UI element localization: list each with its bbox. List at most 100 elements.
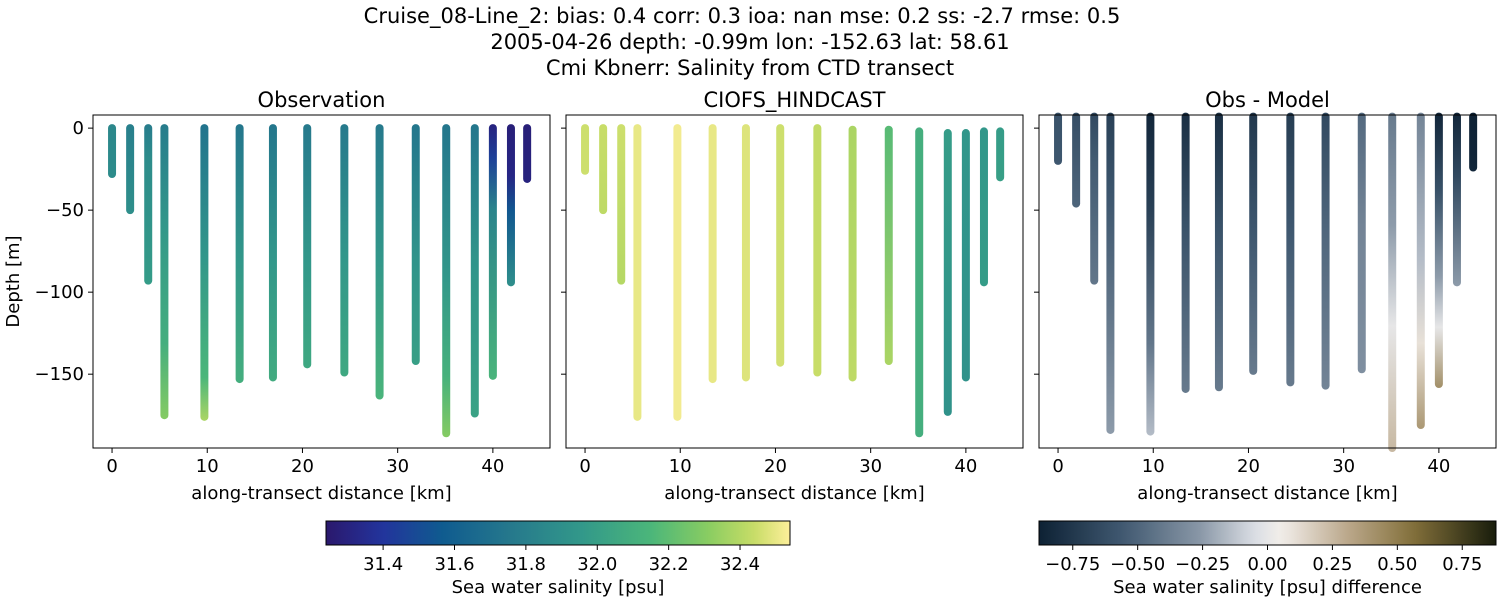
colorbar-tick-label: 31.4 <box>363 554 403 575</box>
profile-bar <box>1416 112 1425 430</box>
colorbar-tick-label: 31.6 <box>434 554 474 575</box>
x-tick-label: 10 <box>669 456 692 477</box>
colorbar-tick-label: 32.4 <box>720 554 760 575</box>
colorbar-tick-label: 32.0 <box>577 554 617 575</box>
model-x-axis-label: along-transect distance [km] <box>664 483 924 504</box>
difference-colorbar: −0.75 −0.50 −0.25 0.00 0.25 0.50 0.75 Sea wate… <box>1038 520 1497 598</box>
profile-bar <box>617 124 626 285</box>
suptitle-line-1: Cruise_08-Line_2: bias: 0.4 corr: 0.3 io… <box>364 4 1121 29</box>
colorbar-tick-label: 32.2 <box>649 554 689 575</box>
observation-axes-frame <box>92 114 551 449</box>
profile-bar <box>741 124 750 382</box>
x-tick-label: 40 <box>481 456 504 477</box>
panel-observation: 0 10 20 30 40 0 −50 −100 −150 Observation along… <box>3 88 551 504</box>
profile-bar <box>996 127 1005 182</box>
model-y-ticks <box>561 127 566 375</box>
colorbar-tick-label: 0.75 <box>1442 554 1482 575</box>
profile-bar <box>1181 112 1190 393</box>
difference-profiles <box>1054 112 1478 453</box>
suptitle-line-3: Cmi Kbnerr: Salinity from CTD transect <box>546 56 954 80</box>
observation-title: Observation <box>258 88 386 112</box>
colorbar-tick-label: 0.00 <box>1247 554 1287 575</box>
profile-bar <box>943 129 952 416</box>
profile-bar <box>1249 112 1258 375</box>
difference-colorbar-label: Sea water salinity [psu] difference <box>1113 577 1422 598</box>
profile-bar <box>1146 112 1155 436</box>
observation-y-axis-label: Depth [m] <box>3 235 24 327</box>
profile-bar <box>411 124 420 366</box>
difference-colorbar-gradient <box>1039 521 1496 545</box>
profile-bar <box>488 124 497 380</box>
profile-bar <box>1452 112 1461 287</box>
salinity-colorbar-ticks: 31.4 31.6 31.8 32.0 32.2 32.4 <box>363 545 760 575</box>
profile-bar <box>599 124 608 215</box>
profile-bar <box>442 124 451 438</box>
colorbar-tick-label: −0.25 <box>1175 554 1230 575</box>
suptitle: Cruise_08-Line_2: bias: 0.4 corr: 0.3 io… <box>364 4 1121 80</box>
x-tick-label: 40 <box>1427 456 1450 477</box>
profile-bar <box>961 129 970 382</box>
colorbar-tick-label: −0.50 <box>1110 554 1165 575</box>
colorbar-tick-label: −0.75 <box>1045 554 1100 575</box>
profile-bar <box>108 124 117 179</box>
observation-y-ticks: 0 −50 −100 −150 <box>35 118 93 385</box>
profile-bar <box>633 124 642 421</box>
colorbar-tick-label: 0.25 <box>1312 554 1352 575</box>
x-tick-label: 0 <box>106 456 117 477</box>
x-tick-label: 30 <box>386 456 409 477</box>
profile-bar <box>200 124 209 421</box>
x-tick-label: 20 <box>291 456 314 477</box>
difference-title: Obs - Model <box>1205 88 1330 112</box>
profile-bar <box>268 124 277 382</box>
observation-profiles <box>108 124 532 438</box>
panel-difference: 0 10 20 30 40 Obs - Model along-transect dis… <box>1034 88 1497 504</box>
y-tick-label: 0 <box>73 118 84 139</box>
profile-bar <box>340 124 349 377</box>
profile-bar <box>1072 112 1081 208</box>
colorbar-tick-label: 0.50 <box>1377 554 1417 575</box>
y-tick-label: −150 <box>35 364 84 385</box>
difference-axes-frame <box>1038 114 1497 449</box>
observation-x-axis-label: along-transect distance [km] <box>191 483 451 504</box>
difference-x-ticks: 0 10 20 30 40 <box>1052 448 1450 477</box>
profile-bar <box>673 124 682 421</box>
profile-bar <box>848 125 857 382</box>
salinity-colorbar-frame <box>325 520 791 546</box>
profile-bar <box>1388 112 1397 453</box>
profile-bar <box>915 127 924 438</box>
profile-bar <box>126 124 135 215</box>
x-tick-label: 20 <box>764 456 787 477</box>
difference-y-ticks <box>1034 127 1039 375</box>
difference-colorbar-ticks: −0.75 −0.50 −0.25 0.00 0.25 0.50 0.75 <box>1045 545 1482 575</box>
profile-bar <box>1054 112 1063 165</box>
profile-bar <box>1286 112 1295 387</box>
x-tick-label: 30 <box>859 456 882 477</box>
profile-bar <box>813 124 822 377</box>
profile-bar <box>1106 112 1115 434</box>
x-tick-label: 20 <box>1237 456 1260 477</box>
salinity-colorbar-gradient <box>326 521 790 545</box>
x-tick-label: 0 <box>579 456 590 477</box>
profile-bar <box>235 124 244 384</box>
panel-model: 0 10 20 30 40 CIOFS_HINDCAST along-transect … <box>561 88 1024 504</box>
x-tick-label: 10 <box>196 456 219 477</box>
profile-bar <box>1090 112 1099 285</box>
suptitle-line-2: 2005-04-26 depth: -0.99m lon: -152.63 la… <box>490 30 1009 54</box>
model-title: CIOFS_HINDCAST <box>704 88 886 113</box>
profile-bar <box>1214 112 1223 392</box>
profile-bar <box>506 124 515 287</box>
profile-bar <box>1469 112 1478 172</box>
y-tick-label: −50 <box>46 200 84 221</box>
profile-bar <box>884 125 893 366</box>
profile-bar <box>523 124 532 183</box>
profile-bar <box>581 124 590 175</box>
salinity-colorbar-label: Sea water salinity [psu] <box>452 577 665 598</box>
profile-bar <box>1434 112 1443 389</box>
x-tick-label: 10 <box>1142 456 1165 477</box>
profile-bar <box>708 124 717 384</box>
x-tick-label: 40 <box>954 456 977 477</box>
difference-x-axis-label: along-transect distance [km] <box>1137 483 1397 504</box>
x-tick-label: 30 <box>1332 456 1355 477</box>
profile-bar <box>160 124 169 420</box>
